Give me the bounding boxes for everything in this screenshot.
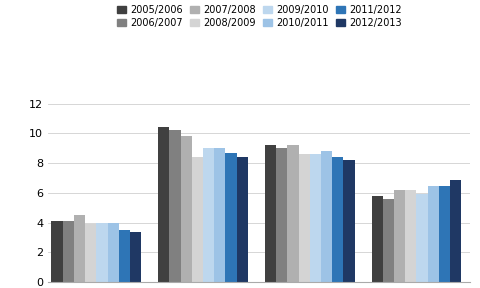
Bar [226, 153, 237, 282]
Bar [265, 145, 276, 282]
Bar [158, 128, 169, 282]
Bar [169, 130, 180, 282]
Bar [439, 185, 450, 282]
Bar [321, 151, 332, 282]
Bar [344, 160, 355, 282]
Bar [394, 190, 405, 282]
Bar [214, 148, 226, 282]
Bar [299, 154, 310, 282]
Bar [180, 137, 192, 282]
Bar [96, 223, 108, 282]
Bar [74, 215, 85, 282]
Bar [85, 224, 96, 282]
Bar [428, 185, 439, 282]
Bar [310, 154, 321, 282]
Bar [203, 148, 214, 282]
Bar [332, 157, 344, 282]
Bar [51, 221, 62, 282]
Bar [237, 157, 248, 282]
Bar [108, 223, 119, 282]
Bar [288, 145, 299, 282]
Bar [276, 148, 288, 282]
Bar [62, 221, 74, 282]
Bar [192, 157, 203, 282]
Bar [405, 190, 417, 282]
Bar [372, 196, 383, 282]
Bar [417, 194, 428, 282]
Bar [450, 180, 461, 282]
Bar [383, 199, 394, 282]
Bar [119, 230, 130, 282]
Bar [130, 232, 141, 282]
Legend: 2005/2006, 2006/2007, 2007/2008, 2008/2009, 2009/2010, 2010/2011, 2011/2012, 201: 2005/2006, 2006/2007, 2007/2008, 2008/20… [117, 5, 402, 28]
